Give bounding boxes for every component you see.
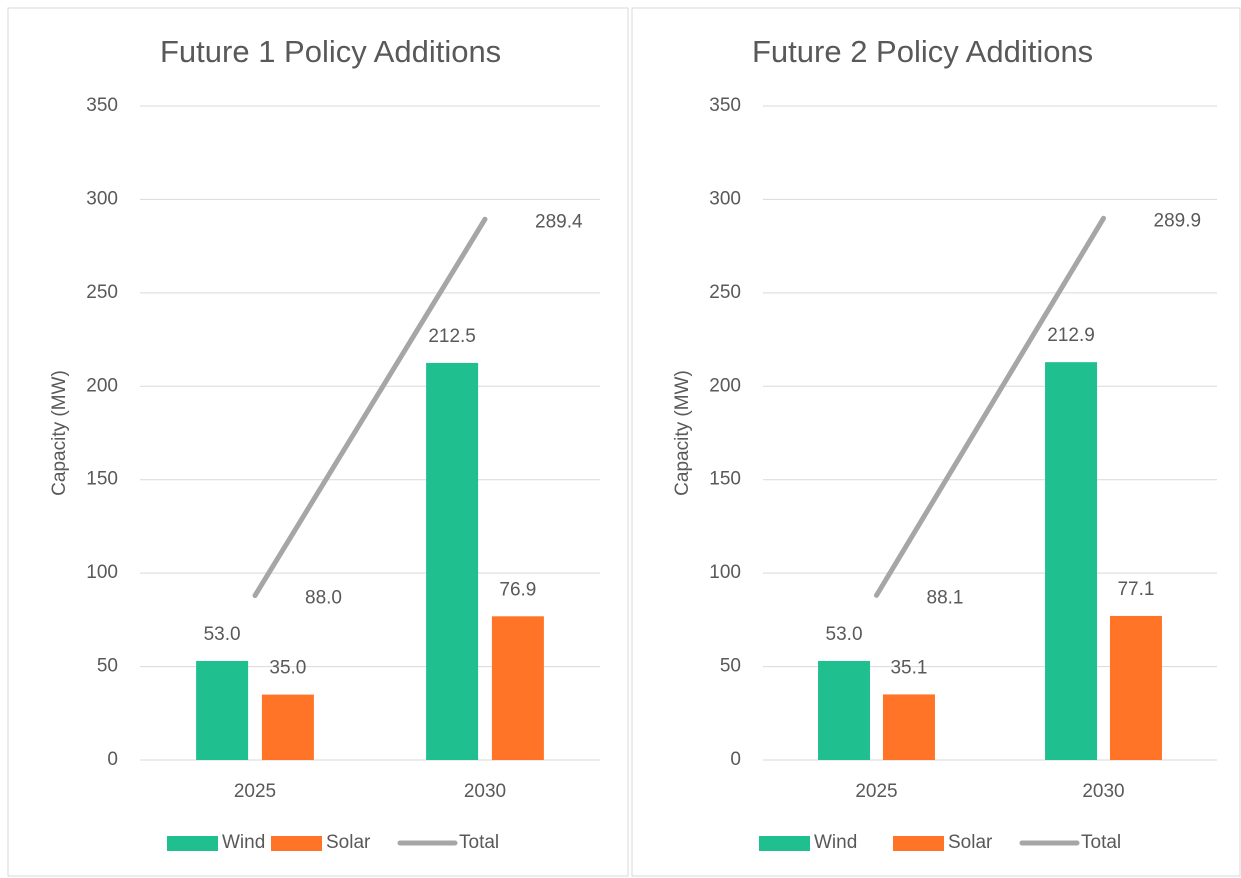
- y-tick-label: 350: [86, 95, 118, 116]
- data-label: 76.9: [499, 579, 536, 600]
- data-label: 53.0: [826, 624, 863, 645]
- bar: [491, 616, 544, 760]
- bar: [196, 660, 249, 760]
- bar: [261, 694, 314, 760]
- legend-label: Solar: [326, 832, 371, 853]
- y-tick-label: 300: [86, 188, 118, 209]
- legend-label: Wind: [222, 832, 265, 853]
- y-tick-label: 0: [107, 749, 118, 770]
- data-label: 212.5: [428, 326, 476, 347]
- bar: [1045, 362, 1098, 760]
- bar: [1109, 615, 1162, 760]
- legend-label: Total: [459, 832, 499, 853]
- data-label: 289.4: [535, 211, 583, 232]
- x-tick-label: 2030: [1082, 781, 1124, 802]
- x-tick-label: 2030: [464, 781, 506, 802]
- y-tick-label: 200: [86, 375, 118, 396]
- line: [252, 216, 488, 599]
- x-tick-label: 2025: [855, 781, 897, 802]
- data-label: 35.1: [890, 657, 927, 678]
- data-label: 53.0: [204, 624, 241, 645]
- y-tick-label: 100: [86, 562, 118, 583]
- data-label: 77.1: [1117, 579, 1154, 600]
- data-label: 212.9: [1047, 325, 1095, 346]
- y-tick-label: 0: [730, 749, 741, 770]
- chart-title: Future 2 Policy Additions: [752, 34, 1093, 69]
- line: [874, 215, 1106, 598]
- data-label: 35.0: [269, 658, 306, 679]
- y-tick-label: 150: [86, 469, 118, 490]
- y-tick-label: 300: [709, 188, 741, 209]
- data-label: 88.1: [927, 587, 964, 608]
- legend-label: Total: [1081, 832, 1121, 853]
- data-label: 289.9: [1154, 210, 1202, 231]
- legend-label: Solar: [948, 832, 993, 853]
- y-axis-label: Capacity (MW): [672, 370, 693, 496]
- bar: [818, 660, 871, 760]
- y-tick-label: 50: [97, 656, 118, 677]
- legend-swatch: [893, 836, 944, 851]
- y-tick-label: 250: [709, 282, 741, 303]
- legend-swatch: [759, 836, 810, 851]
- data-label: 88.0: [305, 588, 342, 609]
- y-tick-label: 200: [709, 375, 741, 396]
- legend-swatch: [167, 836, 218, 851]
- legend-swatch: [271, 836, 322, 851]
- panel-border: [7, 7, 629, 877]
- bar: [882, 694, 935, 760]
- chart-title: Future 1 Policy Additions: [160, 34, 501, 69]
- y-tick-label: 50: [720, 656, 741, 677]
- y-tick-label: 150: [709, 469, 741, 490]
- y-tick-label: 100: [709, 562, 741, 583]
- y-tick-label: 350: [709, 95, 741, 116]
- panel-border: [631, 7, 1241, 877]
- x-tick-label: 2025: [234, 781, 276, 802]
- bar: [426, 362, 479, 760]
- legend-label: Wind: [814, 832, 857, 853]
- y-tick-label: 250: [86, 282, 118, 303]
- y-axis-label: Capacity (MW): [49, 370, 70, 496]
